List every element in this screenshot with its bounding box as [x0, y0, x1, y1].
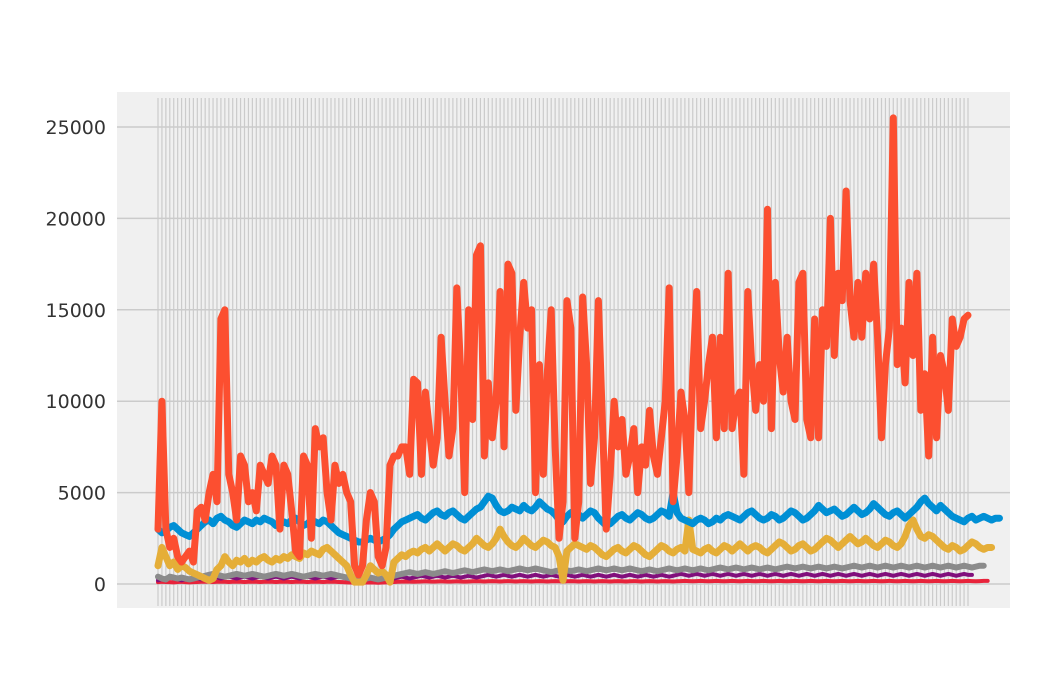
series-line-6	[156, 578, 990, 585]
y-tick-label: 5000	[58, 483, 106, 505]
y-tick-label: 20000	[46, 208, 106, 230]
series-line-4	[155, 562, 987, 584]
series-line-1	[154, 114, 972, 579]
y-tick-labels: 0 5000 10000 15000 20000 25000	[46, 117, 106, 596]
series-lines	[154, 114, 1003, 586]
y-tick-label: 15000	[46, 300, 106, 322]
y-tick-label: 25000	[46, 117, 106, 139]
y-tick-label: 0	[94, 574, 106, 596]
y-tick-label: 10000	[46, 391, 106, 413]
